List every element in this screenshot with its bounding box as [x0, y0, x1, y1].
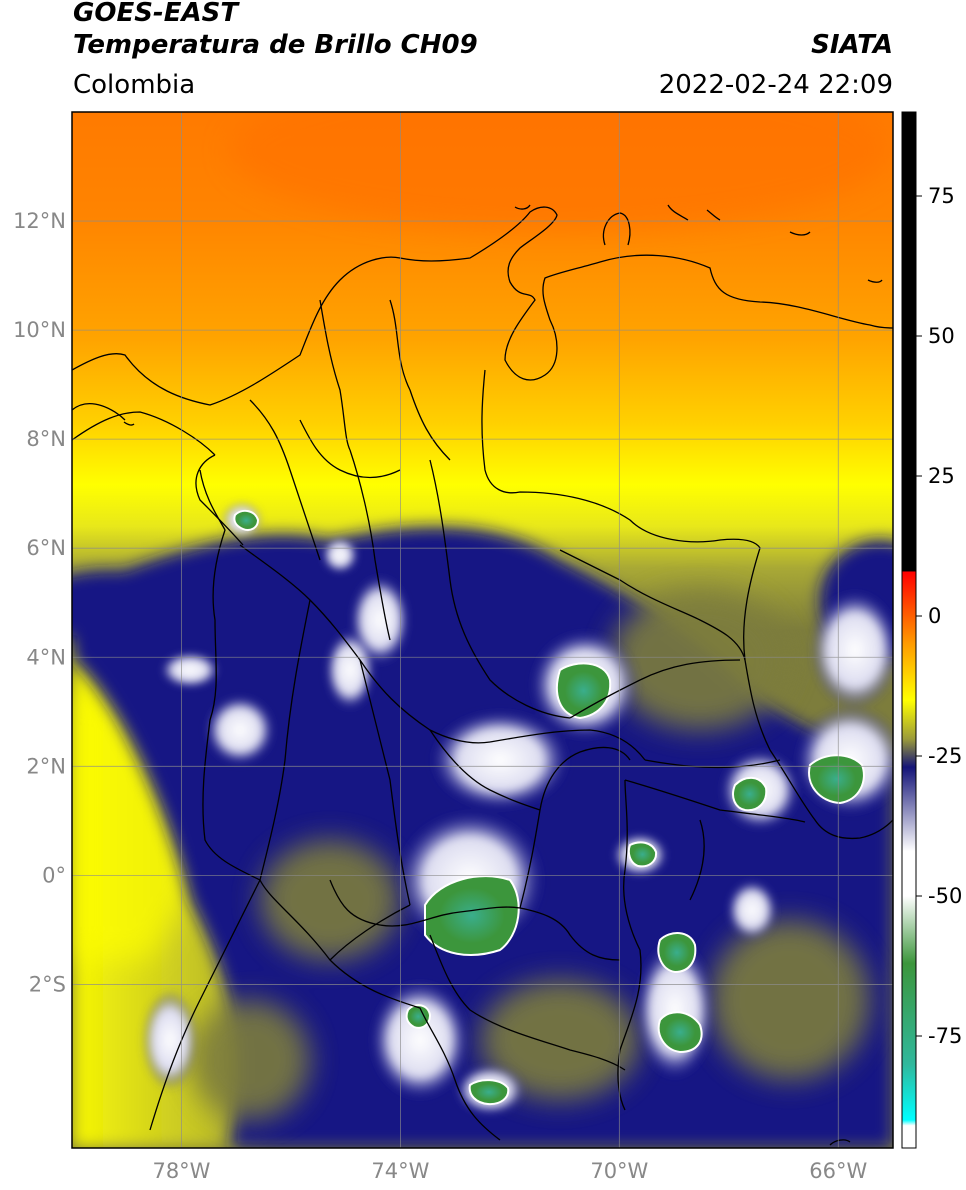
colorbar-tick-label: 50 [928, 324, 955, 348]
longitude-label: 66°W [809, 1159, 867, 1183]
satellite-image [72, 112, 893, 1148]
source-label: SIATA [811, 30, 893, 60]
latitude-label: 2°S [29, 972, 66, 996]
colorbar-tick-label: -25 [928, 744, 962, 768]
colorbar: 75 50 25 0 -25 -50 -75 [901, 111, 962, 1149]
latitude-label: 10°N [13, 318, 66, 342]
product-title: Temperatura de Brillo CH09 [73, 30, 478, 60]
longitude-label: 70°W [590, 1159, 648, 1183]
colorbar-tick-label: 25 [928, 464, 955, 488]
graticule [72, 112, 893, 1148]
satellite-title: GOES-EAST [73, 0, 239, 28]
colorbar-scale [901, 111, 917, 1149]
colorbar-tick-label: 0 [928, 604, 941, 628]
map-frame [71, 111, 894, 1149]
colorbar-tick-label: -75 [928, 1024, 962, 1048]
datetime-label: 2022-02-24 22:09 [658, 70, 893, 100]
latitude-label: 6°N [26, 536, 66, 560]
colorbar-tick-label: 75 [928, 184, 955, 208]
latitude-label: 2°N [26, 754, 66, 778]
latitude-label: 0° [42, 863, 66, 887]
region-label: Colombia [73, 70, 196, 100]
latitude-labels: 12°N 10°N 8°N 6°N 4°N 2°N 0° 2°S [13, 209, 66, 996]
colorbar-tick-label: -50 [928, 884, 962, 908]
longitude-labels: 78°W 74°W 70°W 66°W [152, 1159, 867, 1183]
latitude-label: 8°N [26, 427, 66, 451]
longitude-label: 74°W [371, 1159, 429, 1183]
latitude-label: 4°N [26, 645, 66, 669]
latitude-label: 12°N [13, 209, 66, 233]
longitude-label: 78°W [152, 1159, 210, 1183]
